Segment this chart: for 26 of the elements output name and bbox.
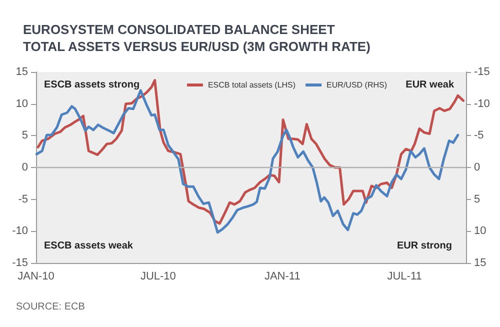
source-note: SOURCE: ECB [16, 302, 86, 312]
annotation: ESCB assets strong [44, 80, 140, 90]
y-tick-label: 5 [22, 130, 28, 142]
annotation: ESCB assets weak [44, 240, 134, 252]
annotation: EUR strong [397, 240, 452, 252]
y2-tick-label: 10 [474, 225, 486, 238]
x-tick-label: JUL-11 [387, 270, 422, 282]
x-tick-label: JUL-10 [140, 270, 176, 282]
y-tick-label: -5 [18, 193, 28, 206]
y2-tick-label: -10 [474, 98, 490, 110]
y-tick-label: -15 [12, 257, 28, 269]
y-tick-label: 10 [16, 98, 28, 110]
y-tick-label: 0 [22, 162, 28, 174]
y-tick-label: -10 [12, 225, 28, 238]
y-tick-label: 15 [16, 66, 28, 78]
x-tick-label: JAN-10 [18, 270, 54, 282]
y2-tick-label: 15 [474, 257, 486, 269]
x-tick-label: JAN-11 [264, 270, 300, 282]
chart-title: EUROSYSTEM CONSOLIDATED BALANCE SHEET TOTAL ASSETS VERSUS EUR/USD (3M GROWTH RATE) [23, 22, 370, 54]
y2-tick-label: -5 [474, 130, 484, 142]
legend-label: EUR/USD (RHS) [326, 80, 388, 90]
y2-tick-label: 5 [474, 193, 480, 206]
y2-tick-label: 0 [474, 162, 480, 174]
legend-label: ESCB total assets (LHS) [208, 80, 296, 90]
annotation: EUR weak [406, 80, 454, 90]
y2-tick-label: -15 [474, 66, 490, 78]
